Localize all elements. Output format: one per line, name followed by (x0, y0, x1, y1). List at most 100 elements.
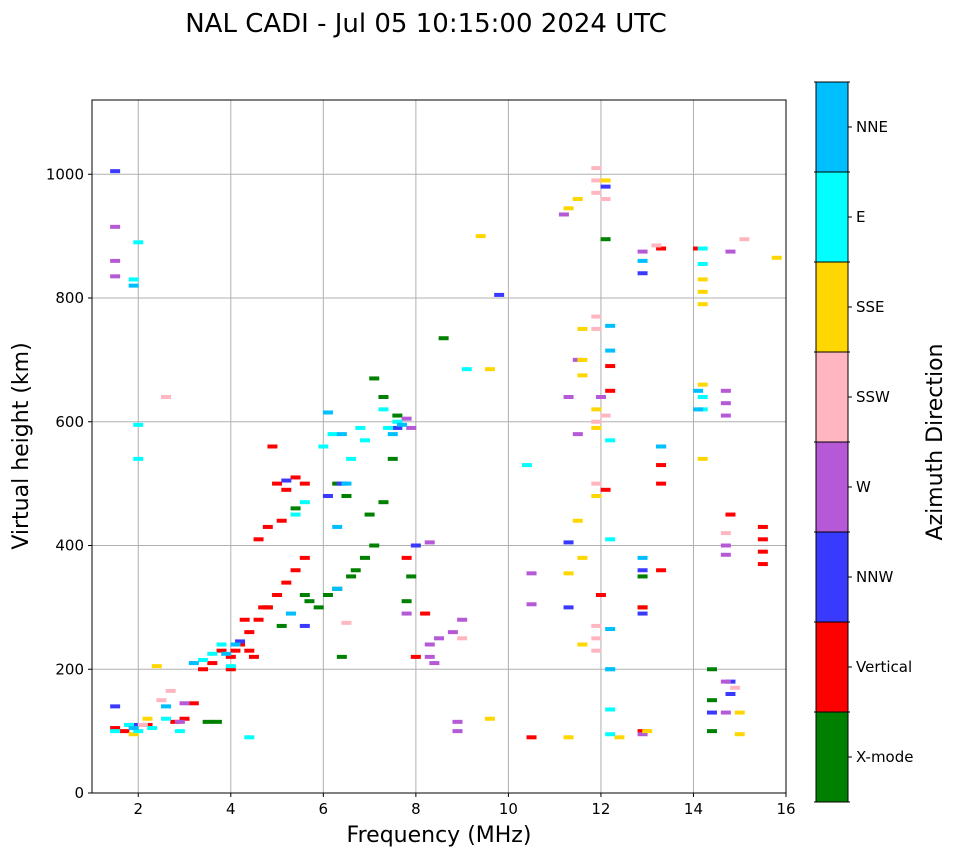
echo-point-sse (572, 197, 583, 201)
echo-point-e (605, 537, 616, 542)
echo-point-e (133, 729, 144, 734)
echo-point-sse (128, 732, 139, 737)
echo-point-x-mode (438, 336, 449, 341)
echo-point-sse (697, 382, 708, 387)
echo-point-sse (577, 642, 588, 647)
echo-point-e (605, 438, 616, 443)
echo-point-e (605, 732, 616, 737)
echo-point-w (720, 552, 731, 557)
echo-point-e (198, 657, 209, 662)
echo-point-nne (161, 704, 172, 709)
echo-point-ssw (591, 178, 602, 183)
echo-point-nne (285, 611, 296, 616)
echo-point-nnw (281, 478, 292, 483)
echo-point-sse (577, 373, 588, 378)
x-tick-label: 12 (591, 800, 610, 818)
echo-point-sse (697, 456, 708, 461)
echo-point-x-mode (706, 698, 717, 703)
echo-point-e (697, 395, 708, 399)
echo-point-w (110, 258, 121, 263)
echo-point-nne (332, 586, 343, 591)
echo-point-sse (563, 571, 574, 576)
echo-point-x-mode (341, 494, 352, 498)
echo-point-e (128, 277, 139, 282)
echo-point-vertical (239, 617, 250, 622)
echo-point-ssw (730, 685, 741, 690)
echo-point-ssw (591, 648, 602, 653)
echo-point-sse (591, 425, 602, 430)
echo-point-ssw (591, 636, 602, 641)
echo-point-ssw (591, 190, 602, 195)
echo-point-w (452, 719, 463, 724)
echo-point-vertical (244, 630, 255, 635)
echo-point-e (697, 261, 708, 266)
echo-point-x-mode (378, 500, 389, 505)
echo-point-ssw (161, 395, 172, 399)
colorbar-segment (816, 262, 848, 352)
echo-point-e (697, 246, 708, 251)
echo-point-x-mode (369, 543, 380, 548)
echo-point-ssw (457, 636, 468, 641)
echo-point-nnw (563, 605, 574, 610)
echo-point-w (401, 611, 412, 616)
echo-point-vertical (281, 580, 292, 585)
echo-point-ssw (591, 481, 602, 486)
echo-point-e (110, 729, 121, 734)
echo-point-vertical (299, 555, 310, 560)
x-tick-label: 16 (776, 800, 795, 818)
echo-point-vertical (290, 568, 301, 573)
echo-point-x-mode (401, 599, 412, 604)
echo-point-x-mode (637, 574, 648, 579)
colorbar-tick-label: W (856, 478, 871, 496)
echo-point-sse (572, 518, 583, 523)
echo-point-sse (771, 255, 782, 260)
echo-point-nne (605, 323, 616, 328)
echo-point-vertical (605, 364, 616, 369)
echo-point-x-mode (359, 555, 370, 560)
echo-point-nne (693, 407, 704, 412)
echo-point-ssw (591, 326, 602, 331)
echo-point-vertical (637, 605, 648, 610)
x-tick-label: 14 (684, 800, 703, 818)
echo-point-ssw (720, 531, 731, 536)
echo-point-e (359, 438, 370, 443)
echo-point-sse (600, 178, 611, 183)
echo-point-x-mode (336, 654, 347, 659)
echo-point-e (161, 716, 172, 721)
echo-point-nnw (494, 292, 505, 297)
echo-point-x-mode (392, 413, 403, 418)
echo-point-ssw (591, 419, 602, 424)
echo-point-sse (697, 289, 708, 294)
colorbar-tick-label: E (856, 208, 865, 226)
chart-title: NAL CADI - Jul 05 10:15:00 2024 UTC (185, 9, 667, 39)
echo-point-nnw (110, 704, 121, 709)
echo-point-e (174, 729, 185, 734)
echo-point-w (434, 636, 444, 641)
echo-point-vertical (179, 716, 190, 721)
echo-point-e (133, 456, 144, 461)
echo-point-e (124, 722, 135, 727)
echo-point-ssw (739, 237, 750, 242)
echo-point-sse (484, 367, 495, 372)
echo-point-sse (591, 494, 602, 498)
echo-point-x-mode (706, 729, 717, 734)
echo-point-nne (387, 432, 398, 437)
echo-point-vertical (290, 475, 301, 480)
echo-point-vertical (225, 654, 236, 659)
colorbar-tick-label: NNW (856, 568, 893, 586)
echo-point-vertical (267, 444, 278, 449)
x-axis-ticks: 2 4 6 8 10 12 14 16 (133, 793, 796, 818)
colorbar-tick-label: SSE (856, 298, 885, 316)
echo-point-sse (591, 407, 602, 412)
colorbar-segment (816, 532, 848, 622)
echo-point-vertical (420, 611, 431, 616)
colorbar-segment (816, 352, 848, 442)
echo-point-nnw (637, 271, 648, 276)
colorbar-tick-label: SSW (856, 388, 890, 406)
echo-point-sse (734, 732, 745, 737)
colorbar-segment (816, 712, 848, 802)
y-tick-label: 800 (55, 289, 84, 307)
echo-point-w (110, 224, 121, 229)
echo-point-nne (128, 283, 139, 288)
echo-point-e (290, 512, 301, 517)
